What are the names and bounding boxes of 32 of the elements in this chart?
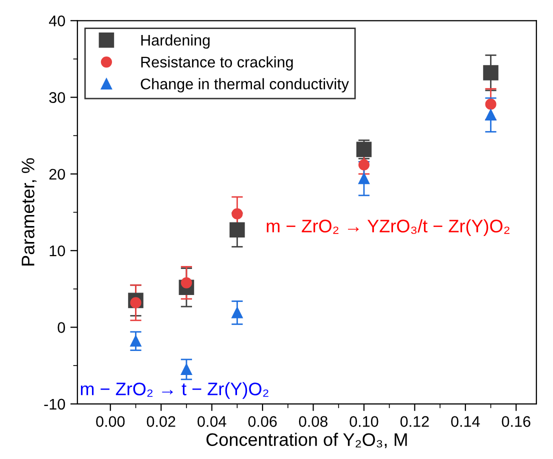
annotation: m − ZrO₂ → t − Zr(Y)O₂ (80, 382, 268, 399)
point (180, 364, 192, 375)
x-tick-label: 0.02 (146, 416, 176, 427)
x-tick-label: 0.08 (298, 416, 328, 427)
point (485, 109, 496, 120)
x-tick-label: 0.10 (350, 416, 378, 427)
annotation: m − ZrO₂ → YZrO₃/t − Zr(Y)O₂ (266, 219, 510, 236)
x-tick-label: 0.00 (96, 416, 125, 427)
x-axis-title: Concentration of Y₂O₃, M (206, 432, 407, 448)
x-tick-label: 0.12 (400, 416, 429, 427)
x-tick-label: 0.06 (248, 416, 277, 427)
point (130, 336, 142, 347)
y-tick-label: 20 (49, 168, 66, 180)
point (483, 65, 498, 80)
x-tick-label: 0.16 (502, 416, 530, 427)
y-tick-label: -10 (44, 398, 66, 410)
point (358, 159, 370, 170)
point (230, 222, 245, 238)
legend-label: Hardening (141, 34, 210, 49)
legend-label: Change in thermal conductivity (140, 78, 349, 92)
point (232, 208, 243, 220)
y-axis-title: Parameter, % (22, 158, 37, 266)
point (358, 173, 370, 184)
x-tick-label: 0.14 (451, 416, 480, 427)
y-tick-label: 40 (48, 16, 66, 26)
point (232, 307, 243, 318)
y-tick-label: 0 (58, 322, 66, 333)
y-tick-label: 10 (50, 245, 66, 256)
x-tick-label: 0.04 (198, 416, 226, 427)
y-tick-label: 30 (49, 92, 66, 103)
legend-label: Resistance to cracking (141, 56, 293, 71)
point (485, 98, 496, 110)
